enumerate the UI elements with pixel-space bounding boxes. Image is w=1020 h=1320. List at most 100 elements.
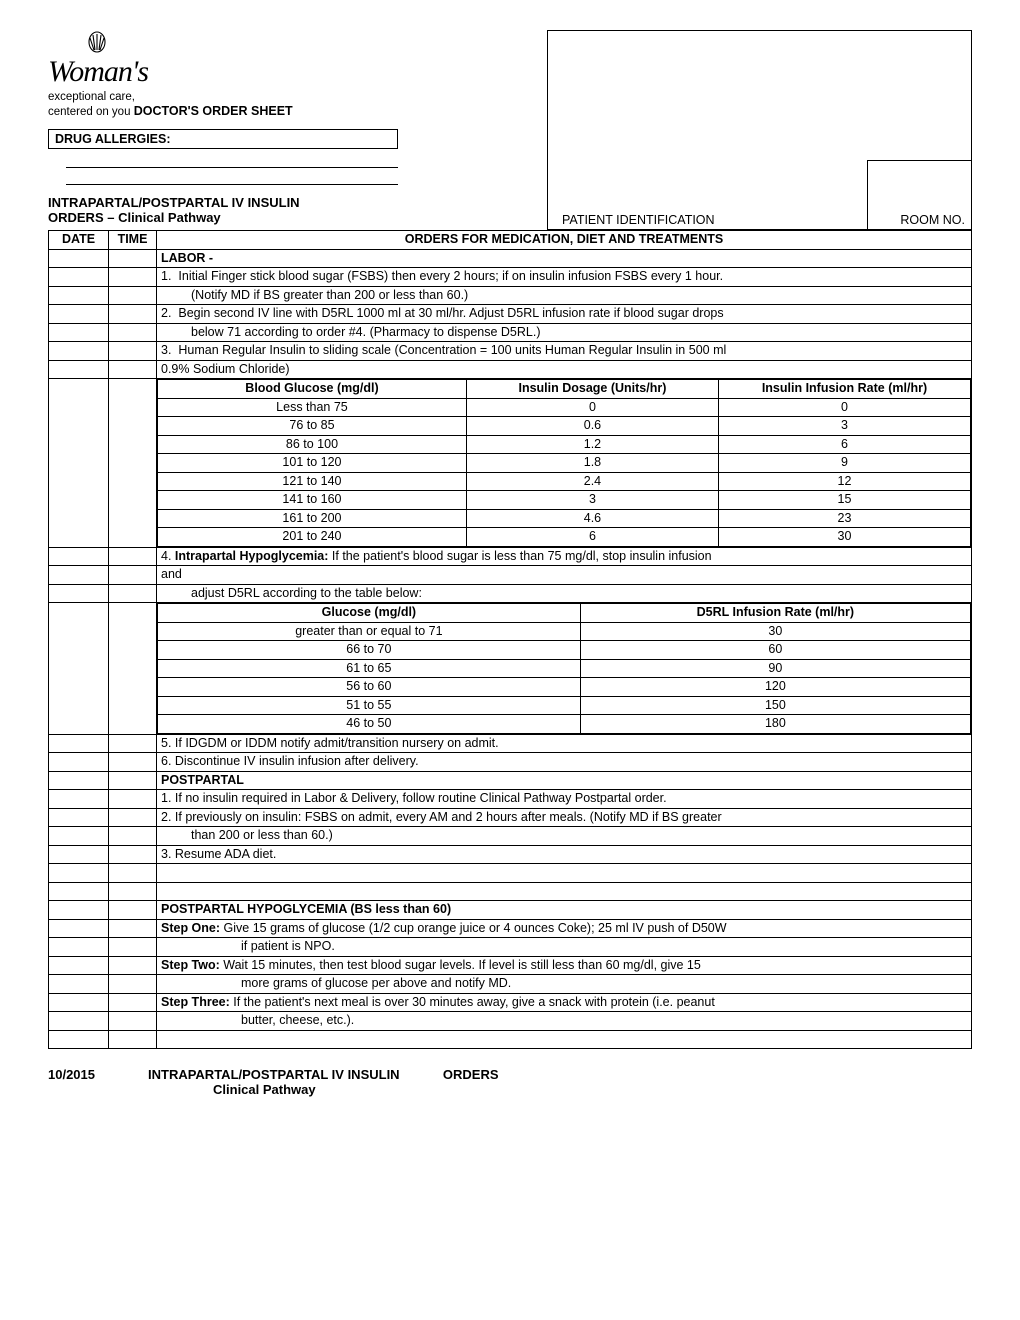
post-2a: 2. If previously on insulin: FSBS on adm… — [157, 808, 972, 827]
txt: below 71 according to order #4. (Pharmac… — [161, 324, 967, 342]
insulin-cell: 141 to 160 — [158, 491, 467, 510]
step-3b: butter, cheese, etc.). — [157, 1012, 972, 1031]
f2: ORDERS — [443, 1067, 499, 1082]
labor-4c: adjust D5RL according to the table below… — [157, 584, 972, 603]
step-2a: Step Two: Wait 15 minutes, then test blo… — [157, 956, 972, 975]
labor-3a: 3. Human Regular Insulin to sliding scal… — [157, 342, 972, 361]
d5rl-header: D5RL Infusion Rate (ml/hr) — [580, 604, 970, 623]
f1: INTRAPARTAL/POSTPARTAL IV INSULIN — [148, 1067, 400, 1082]
f3: Clinical Pathway — [213, 1082, 316, 1097]
sheet-title: DOCTOR'S ORDER SHEET — [134, 104, 293, 118]
insulin-cell: Less than 75 — [158, 398, 467, 417]
allergy-line[interactable] — [66, 168, 398, 185]
insulin-cell: 3 — [718, 417, 970, 436]
txt2: If the patient's blood sugar is less tha… — [328, 549, 711, 563]
title-line1: INTRAPARTAL/POSTPARTAL IV INSULIN — [48, 195, 300, 210]
tagline-1: exceptional care, — [48, 91, 135, 103]
labor-4a: 4. Intrapartal Hypoglycemia: If the pati… — [157, 547, 972, 566]
header-left: Woman's exceptional care, centered on yo… — [48, 30, 527, 230]
blank-row — [157, 882, 972, 901]
d5rl-cell: 180 — [580, 715, 970, 734]
post-2b: than 200 or less than 60.) — [157, 827, 972, 846]
shell-icon — [84, 30, 110, 57]
insulin-header: Insulin Dosage (Units/hr) — [466, 380, 718, 399]
allergy-lines — [48, 151, 398, 185]
step-1a: Step One: Give 15 grams of glucose (1/2 … — [157, 919, 972, 938]
d5rl-cell: 56 to 60 — [158, 678, 581, 697]
labor-1a: 1. Initial Finger stick blood sugar (FSB… — [157, 268, 972, 287]
insulin-cell: 30 — [718, 528, 970, 547]
d5rl-header: Glucose (mg/dl) — [158, 604, 581, 623]
insulin-cell: 15 — [718, 491, 970, 510]
blank-row — [157, 1030, 972, 1049]
footer-date: 10/2015 — [48, 1067, 138, 1097]
d5rl-cell: greater than or equal to 71 — [158, 622, 581, 641]
labor-3b: 0.9% Sodium Chloride) — [157, 360, 972, 379]
insulin-cell: 9 — [718, 454, 970, 473]
labor-2a: 2. Begin second IV line with D5RL 1000 m… — [157, 305, 972, 324]
labor-4b: and — [157, 566, 972, 585]
insulin-cell: 6 — [466, 528, 718, 547]
insulin-cell: 101 to 120 — [158, 454, 467, 473]
insulin-cell: 86 to 100 — [158, 435, 467, 454]
room-no-box[interactable]: ROOM NO. — [867, 160, 972, 230]
col-orders: ORDERS FOR MEDICATION, DIET AND TREATMEN… — [157, 231, 972, 250]
txt: if patient is NPO. — [161, 938, 967, 956]
labor-5: 5. If IDGDM or IDDM notify admit/transit… — [157, 734, 972, 753]
num: 3. — [161, 343, 171, 357]
d5rl-cell: 51 to 55 — [158, 696, 581, 715]
footer-title: INTRAPARTAL/POSTPARTAL IV INSULIN ORDERS… — [138, 1067, 972, 1097]
d5rl-cell: 60 — [580, 641, 970, 660]
post-3: 3. Resume ADA diet. — [157, 845, 972, 864]
txt: Wait 15 minutes, then test blood sugar l… — [220, 958, 701, 972]
lbl: Step Three: — [161, 995, 230, 1009]
insulin-cell: 121 to 140 — [158, 472, 467, 491]
step-1b: if patient is NPO. — [157, 938, 972, 957]
insulin-cell: 2.4 — [466, 472, 718, 491]
labor-heading: LABOR - — [157, 249, 972, 268]
insulin-cell: 201 to 240 — [158, 528, 467, 547]
insulin-header: Insulin Infusion Rate (ml/hr) — [718, 380, 970, 399]
insulin-cell: 1.8 — [466, 454, 718, 473]
insulin-cell: 0 — [466, 398, 718, 417]
col-time: TIME — [109, 231, 157, 250]
lbl: Step One: — [161, 921, 220, 935]
insulin-cell: 6 — [718, 435, 970, 454]
num: 1. — [161, 269, 171, 283]
post-1: 1. If no insulin required in Labor & Del… — [157, 790, 972, 809]
txt: If the patient's next meal is over 30 mi… — [230, 995, 715, 1009]
insulin-table: Blood Glucose (mg/dl)Insulin Dosage (Uni… — [157, 379, 971, 547]
num: 2. — [161, 306, 171, 320]
allergy-line[interactable] — [66, 151, 398, 168]
hypo-heading: POSTPARTAL HYPOGLYCEMIA (BS less than 60… — [157, 901, 972, 920]
header: Woman's exceptional care, centered on yo… — [48, 30, 972, 230]
txt: Give 15 grams of glucose (1/2 cup orange… — [220, 921, 727, 935]
txt: than 200 or less than 60.) — [161, 827, 967, 845]
step-3a: Step Three: If the patient's next meal i… — [157, 993, 972, 1012]
tagline-2: centered on you — [48, 106, 130, 118]
insulin-header: Blood Glucose (mg/dl) — [158, 380, 467, 399]
insulin-cell: 4.6 — [466, 509, 718, 528]
insulin-cell: 161 to 200 — [158, 509, 467, 528]
drug-allergies-label: DRUG ALLERGIES: — [48, 129, 398, 149]
logo-text: Woman's — [48, 55, 148, 88]
insulin-cell: 1.2 — [466, 435, 718, 454]
insulin-cell: 23 — [718, 509, 970, 528]
blank-row — [157, 864, 972, 883]
insulin-cell: 12 — [718, 472, 970, 491]
d5rl-cell: 150 — [580, 696, 970, 715]
txt: Intrapartal Hypoglycemia: — [175, 549, 329, 563]
postpartal-heading: POSTPARTAL — [157, 771, 972, 790]
orders-table: DATE TIME ORDERS FOR MEDICATION, DIET AN… — [48, 230, 972, 1049]
d5rl-cell: 30 — [580, 622, 970, 641]
d5rl-cell: 90 — [580, 659, 970, 678]
pid-label: PATIENT IDENTIFICATION — [562, 213, 715, 227]
d5rl-cell: 46 to 50 — [158, 715, 581, 734]
labor-6: 6. Discontinue IV insulin infusion after… — [157, 753, 972, 772]
patient-id-box[interactable]: ROOM NO. PATIENT IDENTIFICATION — [547, 30, 972, 230]
txt: (Notify MD if BS greater than 200 or les… — [161, 287, 967, 305]
insulin-cell: 0 — [718, 398, 970, 417]
title-line2: ORDERS – Clinical Pathway — [48, 210, 221, 225]
insulin-cell: 0.6 — [466, 417, 718, 436]
tagline: exceptional care, centered on you DOCTOR… — [48, 91, 527, 119]
